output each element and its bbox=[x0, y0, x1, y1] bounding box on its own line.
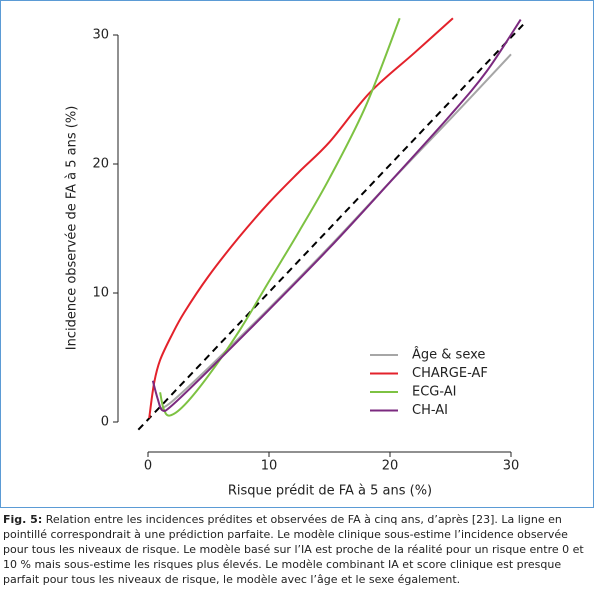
legend-label: ECG-AI bbox=[412, 385, 457, 400]
series-line bbox=[159, 17, 401, 417]
legend-label: CH-AI bbox=[412, 403, 448, 418]
caption-label: Fig. 5: bbox=[3, 513, 43, 526]
series-line bbox=[148, 17, 454, 419]
x-tick-label: 30 bbox=[503, 459, 520, 474]
x-tick-label: 20 bbox=[382, 459, 399, 474]
y-tick-label: 20 bbox=[92, 157, 109, 172]
y-tick-label: 10 bbox=[92, 286, 109, 301]
y-tick-label: 0 bbox=[101, 415, 109, 430]
chart: Risque prédit de FA à 5 ans (%) Incidenc… bbox=[65, 17, 524, 499]
x-tick-label: 10 bbox=[261, 459, 278, 474]
x-axis-label: Risque prédit de FA à 5 ans (%) bbox=[228, 484, 432, 499]
series-line bbox=[151, 18, 522, 412]
y-tick-label: 30 bbox=[92, 28, 109, 43]
legend-label: CHARGE-AF bbox=[412, 366, 488, 381]
legend-label: Âge & sexe bbox=[412, 347, 485, 363]
y-axis-label: Incidence observée de FA à 5 ans (%) bbox=[65, 106, 80, 351]
caption-text: Relation entre les incidences prédites e… bbox=[3, 513, 584, 586]
reference-line bbox=[137, 23, 524, 431]
caption: Fig. 5: Relation entre les incidences pr… bbox=[3, 512, 591, 587]
x-tick-label: 0 bbox=[144, 459, 152, 474]
